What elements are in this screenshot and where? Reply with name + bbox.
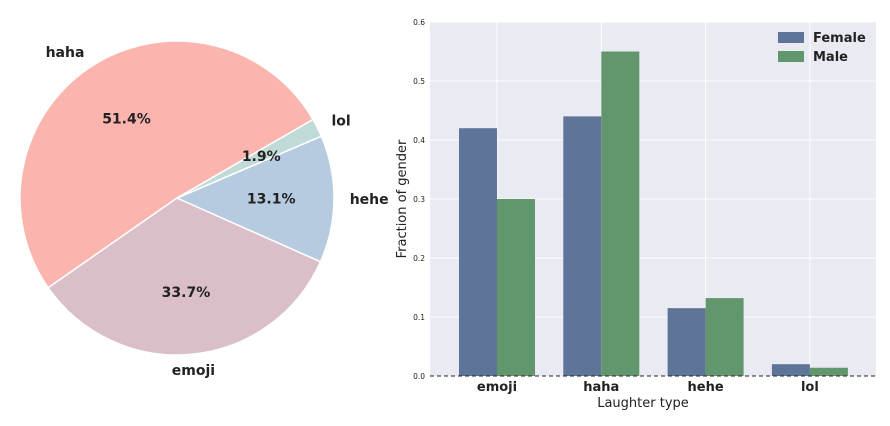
- pie-label-emoji: emoji: [172, 363, 215, 379]
- bar-chart: 0.0 0.1 0.2 0.3 0.4 0.5 0.6 emoji haha hehe lol L…: [395, 18, 876, 411]
- y-tick-label: 0.0: [413, 372, 425, 381]
- bar-female-hehe: [667, 308, 706, 376]
- y-tick-label: 0.3: [413, 195, 425, 204]
- y-tick-label: 0.2: [413, 254, 425, 263]
- x-tick-labels: emoji haha hehe lol: [477, 380, 819, 395]
- y-tick-label: 0.1: [413, 313, 425, 322]
- legend-swatch-male: [778, 51, 804, 62]
- x-tick-label: lol: [801, 380, 819, 395]
- bar-male-hehe: [705, 298, 744, 376]
- legend-label-female: Female: [813, 31, 866, 46]
- x-tick-label: hehe: [688, 380, 724, 395]
- pie-percent-hehe: 13.1%: [247, 192, 296, 208]
- y-tick-label: 0.6: [413, 18, 425, 27]
- y-axis-label: Fraction of gender: [395, 139, 410, 258]
- legend-swatch-female: [778, 32, 804, 43]
- pie-percent-lol: 1.9%: [242, 149, 281, 165]
- bar-male-emoji: [497, 199, 535, 376]
- pie-slice-haha: [19, 40, 314, 289]
- y-tick-label: 0.5: [413, 77, 425, 86]
- pie-slice-lol: [176, 118, 323, 199]
- y-tick-label: 0.4: [413, 136, 425, 145]
- pie-slices: [19, 40, 335, 356]
- pie-label-hehe: hehe: [350, 192, 389, 208]
- legend-label-male: Male: [813, 50, 848, 65]
- pie-slice-emoji: [47, 197, 322, 356]
- pie-percent-emoji: 33.7%: [162, 285, 211, 301]
- y-tick-labels: 0.0 0.1 0.2 0.3 0.4 0.5 0.6: [413, 18, 425, 381]
- pie-label-lol: lol: [331, 114, 350, 130]
- bar-male-haha: [601, 51, 640, 376]
- x-tick-label: emoji: [477, 380, 517, 395]
- bar-male-lol: [809, 367, 848, 376]
- legend: Female Male: [778, 31, 866, 65]
- bars: [459, 51, 848, 377]
- bar-female-haha: [563, 116, 602, 377]
- pie-label-haha: haha: [46, 45, 85, 61]
- pie-percent-haha: 51.4%: [102, 111, 151, 127]
- x-axis-label: Laughter type: [597, 396, 689, 411]
- pie-labels: haha 51.4% emoji 33.7% hehe 13.1% lol 1.9%: [46, 45, 389, 379]
- bar-female-lol: [771, 364, 810, 376]
- x-tick-label: haha: [583, 380, 619, 395]
- bar-female-emoji: [459, 128, 497, 376]
- pie-chart: haha 51.4% emoji 33.7% hehe 13.1% lol 1.9%: [19, 40, 389, 379]
- pie-slice-hehe: [175, 135, 335, 263]
